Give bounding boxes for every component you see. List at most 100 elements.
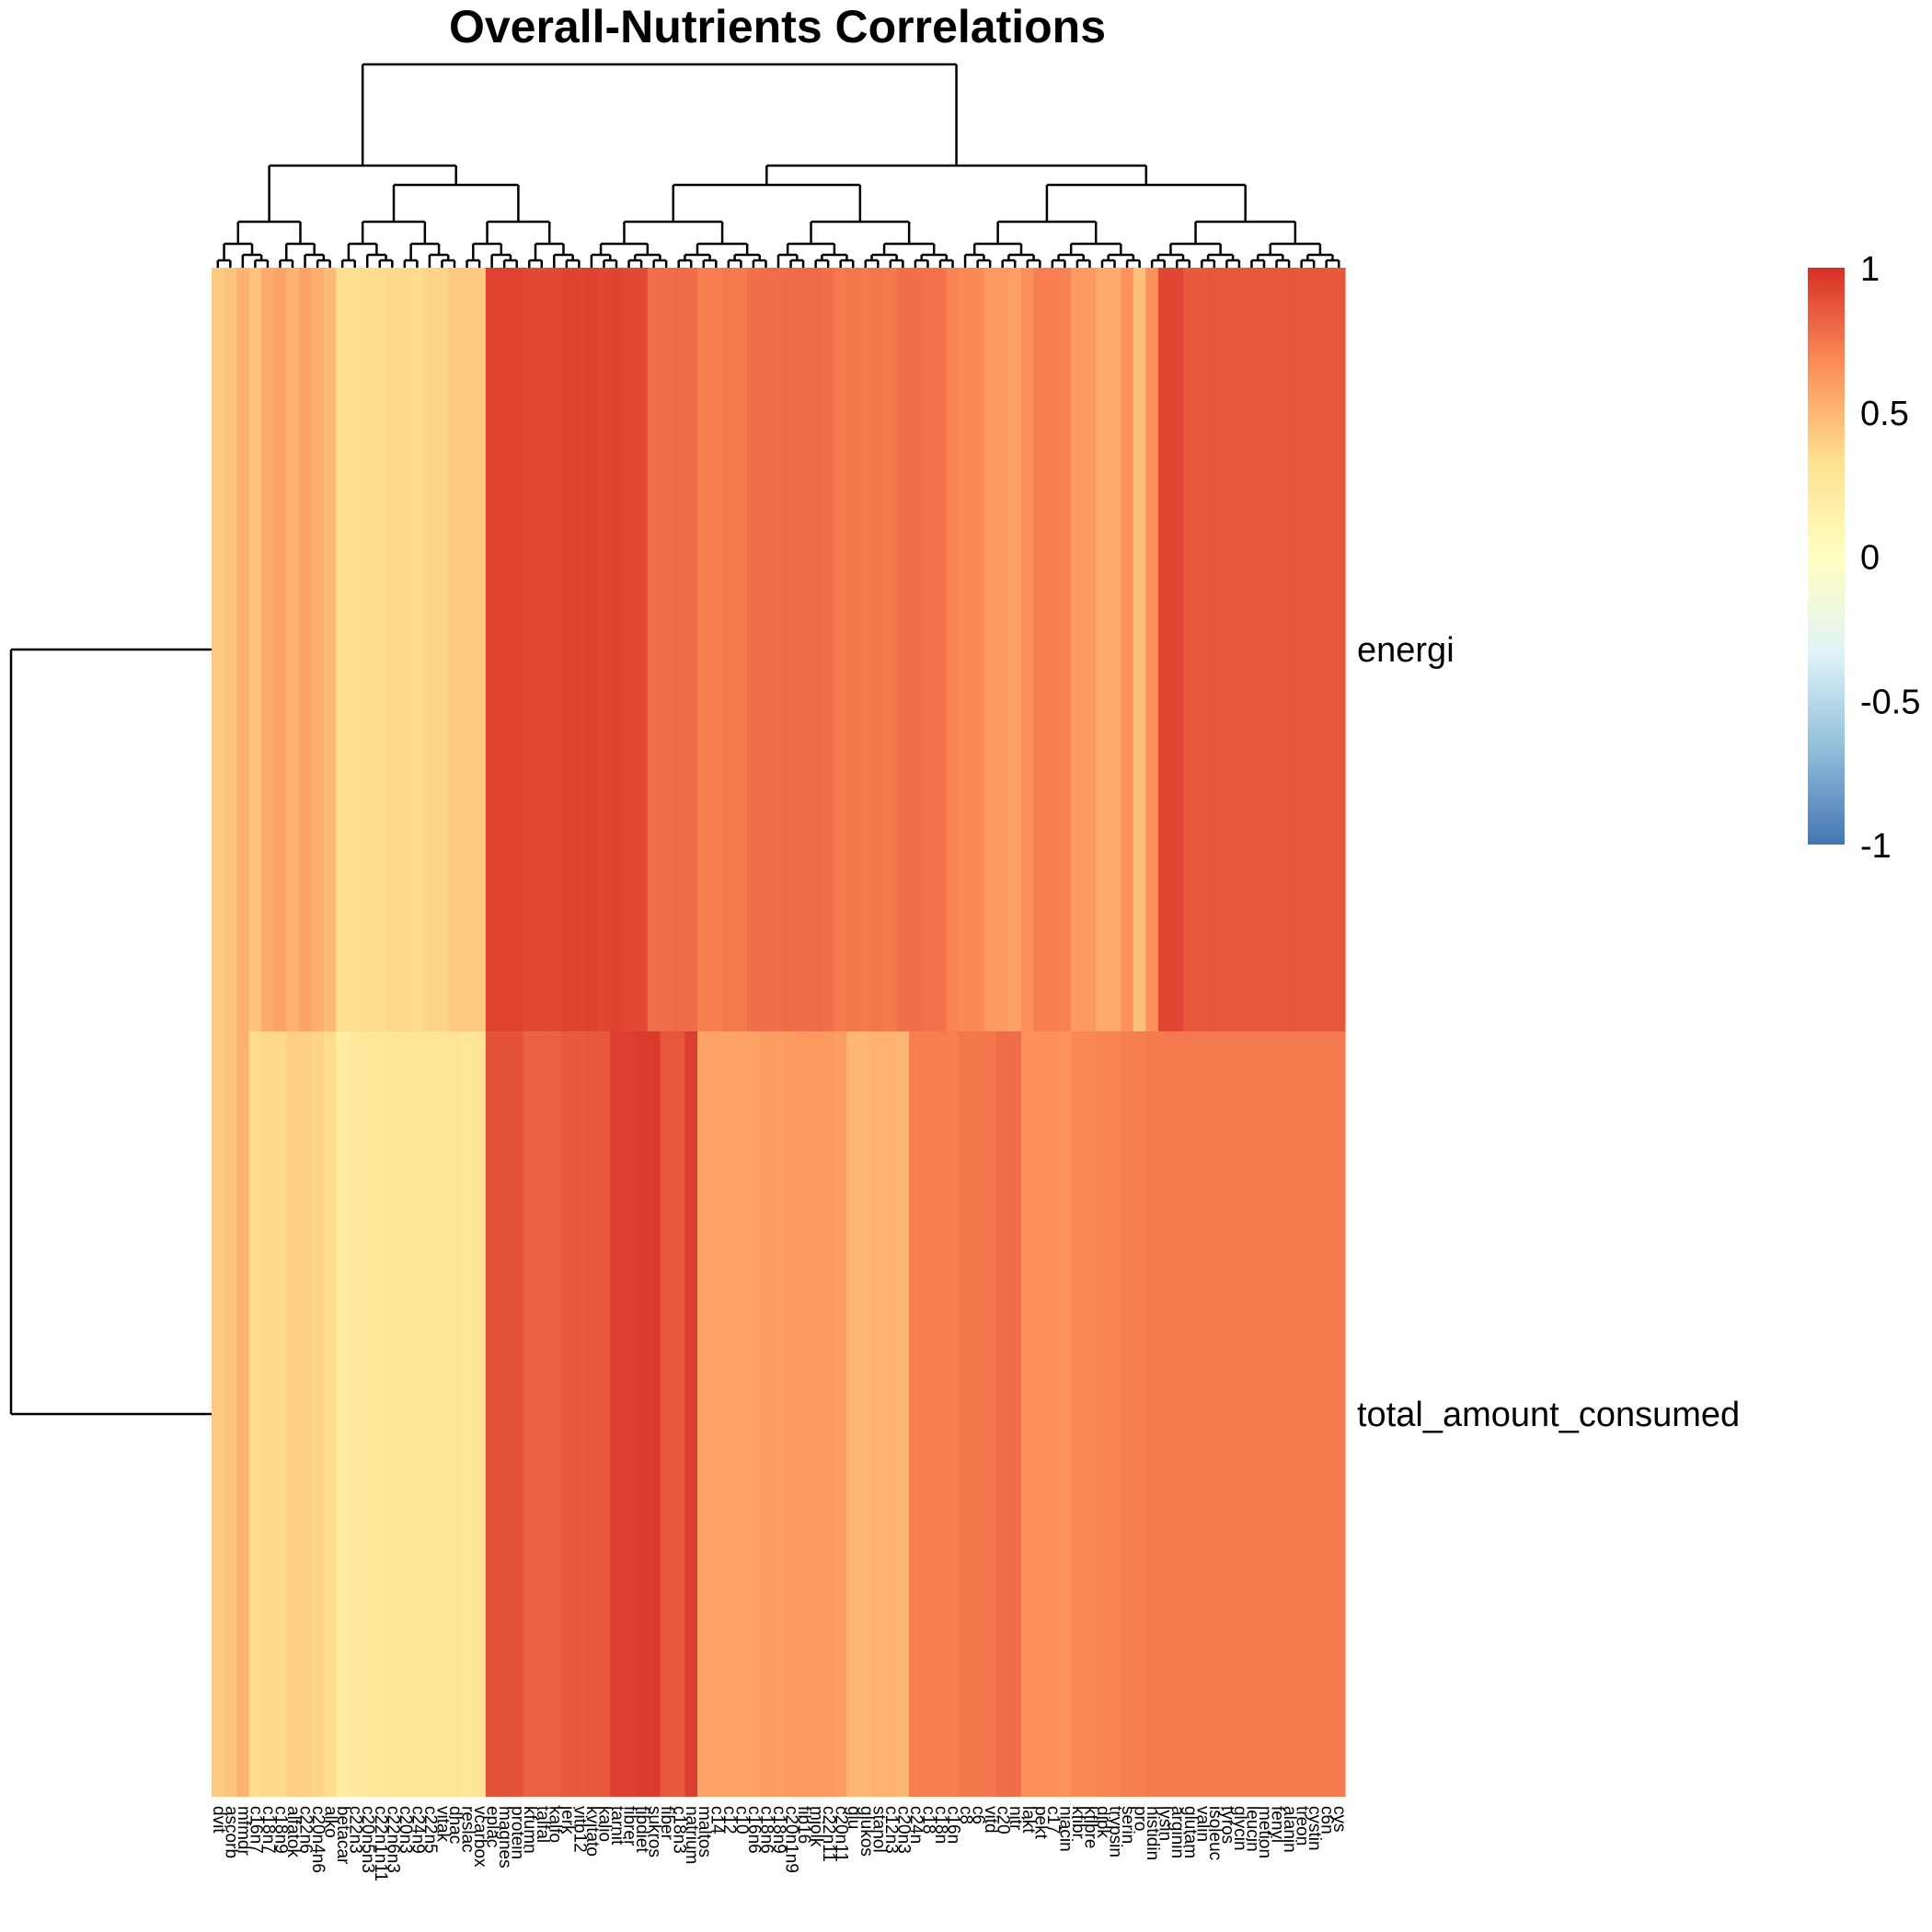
column-label: c18n3	[670, 1806, 689, 1854]
row-label: total_amount_consumed	[1357, 1396, 1740, 1434]
heatmap-cell	[498, 1031, 512, 1797]
heatmap-cell	[684, 1031, 698, 1797]
heatmap-cell	[734, 1031, 748, 1797]
column-label: alanin	[1280, 1806, 1299, 1853]
heatmap-cell	[934, 268, 948, 1031]
column-label: lysin	[1156, 1806, 1175, 1841]
column-labels: dvitascorbmfmdrc16n7c18n7c18n9alfatokc22…	[209, 1805, 1349, 1881]
heatmap-cell	[1121, 268, 1134, 1031]
heatmap-cell	[995, 268, 1010, 1031]
column-label: c18n9	[270, 1806, 290, 1854]
heatmap-cell	[896, 1031, 910, 1797]
heatmap-cell	[361, 268, 374, 1031]
heatmap-cell	[635, 1031, 649, 1797]
heatmap-cell	[921, 1031, 935, 1797]
heatmap-cell	[410, 1031, 424, 1797]
heatmap-cell	[822, 268, 835, 1031]
heatmap-cell	[236, 1031, 250, 1797]
heatmap-cell	[336, 268, 350, 1031]
row-label: energi	[1357, 631, 1455, 670]
heatmap-cell	[946, 1031, 960, 1797]
heatmap-cell	[672, 1031, 686, 1797]
heatmap-cell	[1332, 1031, 1346, 1797]
heatmap-cell	[273, 1031, 287, 1797]
colorbar-tick-label: 1	[1860, 250, 1880, 289]
heatmap-cell	[1195, 1031, 1209, 1797]
column-label: glukos	[857, 1806, 876, 1857]
heatmap-cell	[1307, 1031, 1321, 1797]
heatmap-cell	[1282, 268, 1296, 1031]
heatmap-cell	[236, 268, 250, 1031]
heatmap-cell	[1071, 1031, 1085, 1797]
column-label: lakt	[1018, 1806, 1038, 1834]
heatmap-cell	[622, 268, 636, 1031]
heatmap-cell	[311, 268, 325, 1031]
heatmap-cell	[1170, 1031, 1184, 1797]
column-label: c17	[1043, 1806, 1063, 1834]
heatmap-cell	[560, 268, 574, 1031]
heatmap-cell	[709, 1031, 723, 1797]
column-label: c6n	[1317, 1806, 1337, 1834]
heatmap-cell	[1245, 1031, 1259, 1797]
heatmap-cell	[1233, 1031, 1247, 1797]
heatmap-cell	[435, 268, 449, 1031]
heatmap-cell	[448, 268, 462, 1031]
heatmap-cell	[385, 1031, 399, 1797]
heatmap-cell	[983, 268, 997, 1031]
heatmap-cell	[635, 268, 649, 1031]
column-label: pro	[1131, 1806, 1150, 1831]
heatmap-cell	[772, 1031, 786, 1797]
heatmap-cell	[1096, 1031, 1110, 1797]
heatmap-cell	[909, 268, 923, 1031]
heatmap-cell	[1046, 268, 1060, 1031]
column-label: reslac	[458, 1806, 477, 1853]
column-label: vitak	[432, 1806, 452, 1843]
heatmap-cell	[1033, 268, 1047, 1031]
heatmap-cell	[336, 1031, 350, 1797]
heatmap-cell	[660, 1031, 673, 1797]
column-label: fiber	[657, 1806, 676, 1841]
column-label: mfmdr	[234, 1806, 253, 1857]
column-label: fib16	[794, 1806, 813, 1844]
column-label: c6	[969, 1806, 988, 1824]
heatmap-cell	[298, 1031, 312, 1797]
heatmap-cell	[1183, 268, 1197, 1031]
heatmap-cell	[535, 1031, 549, 1797]
heatmap-cell	[1021, 1031, 1035, 1797]
heatmap-cell	[684, 268, 698, 1031]
heatmap-cell	[1108, 1031, 1121, 1797]
heatmap-cell	[535, 268, 549, 1031]
heatmap-cell	[323, 268, 337, 1031]
heatmap-cell	[834, 1031, 848, 1797]
heatmap-cell	[610, 1031, 624, 1797]
heatmap-cell	[448, 1031, 462, 1797]
heatmap-cell	[248, 268, 262, 1031]
column-label: c20	[994, 1806, 1013, 1834]
column-label: c22n6	[296, 1806, 316, 1854]
column-label: ascorb	[221, 1806, 240, 1858]
heatmap-cell	[547, 1031, 561, 1797]
column-label: c18n	[931, 1806, 950, 1844]
heatmap-cell	[1282, 1031, 1296, 1797]
heatmap-cell	[660, 268, 673, 1031]
heatmap-cell	[1058, 268, 1072, 1031]
heatmap-cell	[1220, 268, 1234, 1031]
heatmap-cell	[1307, 268, 1321, 1031]
heatmap-cell	[884, 268, 898, 1031]
heatmap-cell	[772, 268, 786, 1031]
column-label: c10	[731, 1806, 751, 1834]
heatmap-cell	[1145, 268, 1159, 1031]
column-label: c22n5	[420, 1806, 440, 1854]
heatmap-cell	[1133, 1031, 1146, 1797]
heatmap-cell	[1245, 268, 1259, 1031]
heatmap-cell	[460, 268, 474, 1031]
heatmap-cell	[983, 1031, 997, 1797]
column-label: serin	[1118, 1806, 1137, 1844]
column-label: dhac	[445, 1806, 465, 1844]
column-dendrogram	[216, 63, 1340, 268]
heatmap-cell	[1233, 268, 1247, 1031]
column-label: c20n3	[396, 1806, 415, 1854]
colorbar-tick-label: -1	[1860, 827, 1892, 866]
column-label: c16n7	[246, 1806, 265, 1854]
